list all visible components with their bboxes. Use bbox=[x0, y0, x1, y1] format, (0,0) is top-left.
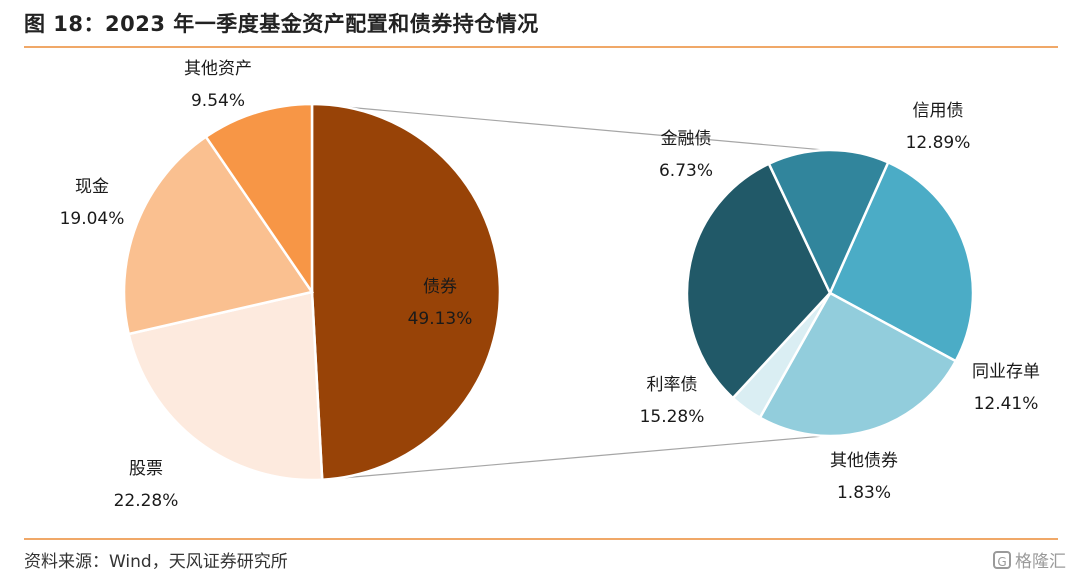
right-pie-slice-label-1: 信用债 bbox=[913, 101, 964, 121]
watermark: G 格隆汇 bbox=[993, 547, 1066, 572]
left-pie-slice-value-4: 9.54% bbox=[191, 91, 245, 111]
right-pie-slice-4 bbox=[685, 162, 832, 400]
right-pie-slice-label-2: 同业存单 bbox=[972, 362, 1040, 382]
left-pie-slice-value-1: 49.13% bbox=[408, 309, 473, 329]
title-divider bbox=[24, 46, 1058, 48]
pie-asset-allocation bbox=[122, 102, 502, 482]
watermark-text: 格隆汇 bbox=[1015, 552, 1066, 572]
right-pie-slice-value-1: 12.89% bbox=[906, 133, 971, 153]
left-pie-slice-2 bbox=[127, 290, 324, 482]
pie-bond-holdings bbox=[685, 148, 975, 438]
left-pie-slice-label-4: 其他资产 bbox=[184, 59, 252, 79]
left-pie-slice-label-2: 股票 bbox=[129, 459, 163, 479]
footer-divider bbox=[24, 538, 1058, 540]
left-pie-slice-value-2: 22.28% bbox=[114, 491, 179, 511]
left-pie-slice-3 bbox=[122, 135, 315, 336]
right-pie-slice-2 bbox=[758, 291, 958, 438]
chart-title: 图 18：2023 年一季度基金资产配置和债券持仓情况 bbox=[24, 12, 539, 36]
right-pie-slice-5 bbox=[767, 148, 890, 296]
right-pie-slice-label-3: 其他债券 bbox=[830, 451, 898, 471]
left-pie-slice-label-3: 现金 bbox=[75, 177, 109, 197]
watermark-icon: G bbox=[993, 550, 1011, 569]
right-pie-slice-value-4: 15.28% bbox=[640, 407, 705, 427]
right-pie-slice-label-4: 利率债 bbox=[647, 375, 698, 395]
left-pie-slice-1 bbox=[310, 102, 502, 482]
source-note: 资料来源：Wind，天风证券研究所 bbox=[24, 552, 288, 572]
connector-line-top bbox=[311, 103, 826, 151]
connector-line-bottom bbox=[322, 435, 826, 481]
right-pie-slice-value-3: 1.83% bbox=[837, 483, 891, 503]
right-pie-slice-value-5: 6.73% bbox=[659, 161, 713, 181]
right-pie-slice-value-2: 12.41% bbox=[974, 394, 1039, 414]
left-pie-slice-label-1: 债券 bbox=[423, 277, 457, 297]
right-pie-slice-label-5: 金融债 bbox=[661, 129, 712, 149]
left-pie-slice-4 bbox=[204, 102, 314, 297]
left-pie-slice-value-3: 19.04% bbox=[60, 209, 125, 229]
